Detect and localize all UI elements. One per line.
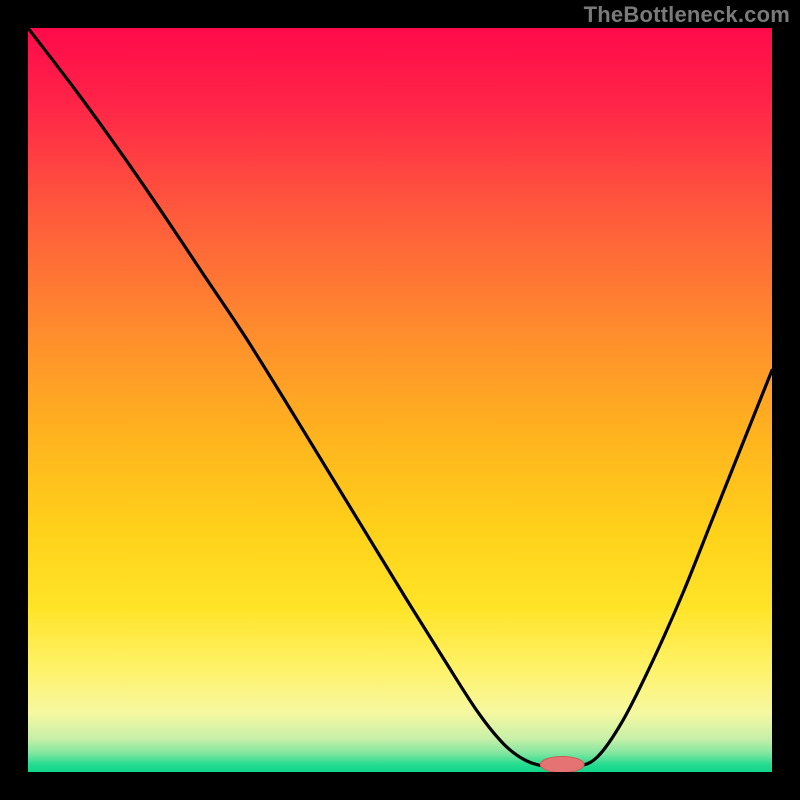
chart-frame: TheBottleneck.com <box>0 0 800 800</box>
bottleneck-chart <box>0 0 800 800</box>
gradient-background <box>28 28 772 772</box>
watermark-text: TheBottleneck.com <box>584 2 790 28</box>
optimal-point-marker <box>540 757 584 773</box>
